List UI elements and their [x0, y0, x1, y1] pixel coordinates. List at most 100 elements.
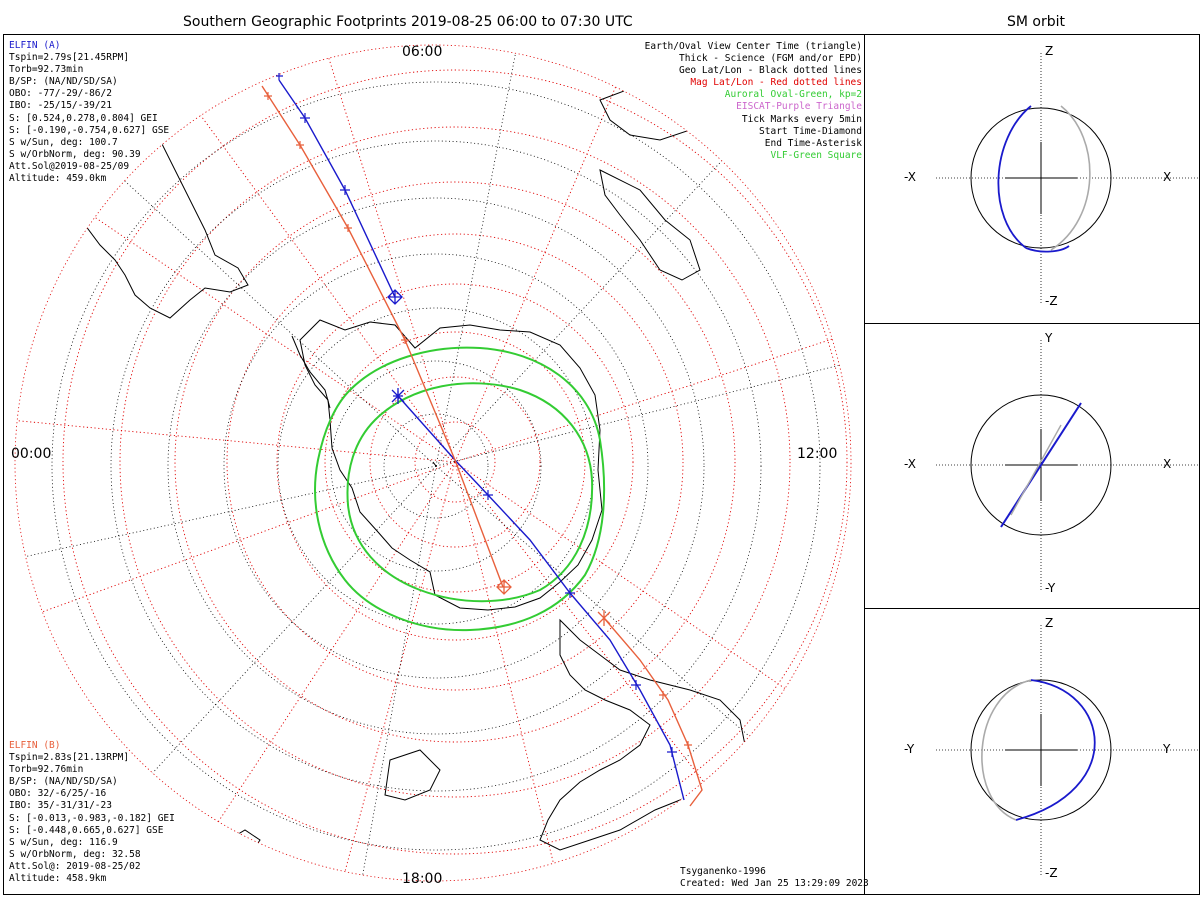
legend-item: End Time-Asterisk [764, 137, 862, 149]
legend-item: Start Time-Diamond [759, 125, 862, 137]
axis-label-v-neg: -Y [1045, 581, 1056, 595]
oval-outer [314, 346, 606, 632]
orbit-title: SM orbit [1007, 14, 1066, 30]
legend-item: Auroral Oval-Green, kp=2 [724, 89, 862, 101]
coast-island [599, 169, 701, 281]
auroral-oval [314, 346, 606, 632]
elfin-a-info: ELFIN (A) Tspin=2.79s[21.45RPM] Torb=92.7… [9, 40, 169, 185]
elfin-b-param-10: Altitude: 458.9km [9, 873, 107, 885]
elfin-a-param-7: S w/Sun, deg: 100.7 [9, 136, 118, 148]
credits: Tsyganenko-1996 Created: Wed Jan 25 13:2… [680, 866, 869, 890]
clock-label-left: 00:00 [11, 446, 52, 462]
axis-label-v-pos: Y [1045, 331, 1053, 345]
elfin-a-param-0: Tspin=2.79s[21.45RPM] [9, 52, 130, 64]
elfin-b-tick [401, 336, 409, 344]
axis-label-h-neg: -Y [904, 742, 915, 756]
orbit-tracks [261, 73, 703, 807]
elfin-b-track-south [603, 617, 703, 807]
axis-label-v-neg: -Z [1045, 294, 1058, 308]
coast-peninsula [291, 335, 331, 409]
axis-label-h-pos: Y [1163, 742, 1171, 756]
axis-label-h-pos: X [1163, 170, 1172, 184]
elfin-a-param-10: Altitude: 459.0km [9, 173, 107, 185]
elfin-a-param-8: S w/OrbNorm, deg: 90.39 [9, 148, 141, 160]
elfin-b-tick [684, 741, 692, 749]
legend: Earth/Oval View Center Time (triangle) Th… [645, 41, 862, 162]
axis-label-v-neg: -Z [1045, 866, 1058, 880]
elfin-a-param-2: B/SP: (NA/ND/SD/SA) [9, 76, 118, 88]
elfin-a-track-north [278, 79, 396, 298]
axis-label-h-pos: X [1163, 457, 1172, 471]
map-boundary [14, 44, 852, 882]
legend-item: Tick Marks every 5min [741, 113, 862, 125]
elfin-a-tick [631, 680, 641, 690]
elfin-a-param-1: Torb=92.73min [9, 64, 84, 76]
elfin-a-start-diamond [387, 289, 403, 305]
legend-item: EISCAT-Purple Triangle [736, 101, 862, 113]
clock-label-bottom: 18:00 [402, 871, 443, 887]
elfin-a-tick [483, 490, 493, 500]
axis-label-h-neg: -X [904, 457, 916, 471]
elfin-a-tick [667, 747, 677, 757]
elfin-a-param-6: S: [-0.190,-0.754,0.627] GSE [9, 124, 170, 136]
elfin-a-name: ELFIN (A) [9, 40, 61, 51]
orbit-a-path [1015, 679, 1096, 821]
axis-label-v-pos: Z [1045, 44, 1054, 58]
elfin-b-param-1: Torb=92.76min [9, 764, 84, 776]
sm-panel-3 [936, 625, 1200, 875]
elfin-b-tick [296, 141, 304, 149]
elfin-a-top-marker [276, 73, 283, 80]
axis-label-v-pos: Z [1045, 616, 1054, 630]
elfin-b-end-asterisk [597, 610, 611, 626]
elfin-a-param-3: OBO: -77/-29/-86/2 [9, 88, 112, 100]
oval-inner [346, 382, 594, 603]
elfin-a-tick [565, 588, 575, 598]
elfin-b-param-8: S w/OrbNorm, deg: 32.58 [9, 848, 141, 860]
pole-marker [432, 461, 437, 467]
geo-grid [15, 45, 851, 881]
elfin-a-tick [300, 113, 310, 123]
orbit-a-path [997, 105, 1032, 249]
elfin-b-param-4: IBO: 35/-31/31/-23 [9, 800, 112, 812]
coast-nz [384, 749, 441, 801]
elfin-b-track-north [261, 85, 504, 588]
legend-item: Mag Lat/Lon - Red dotted lines [690, 77, 862, 89]
model-name: Tsyganenko-1996 [680, 866, 766, 877]
clock-label-right: 12:00 [797, 446, 838, 462]
created-date: Created: Wed Jan 25 13:29:09 2023 [680, 878, 869, 890]
orbit-b-path [1010, 424, 1062, 516]
elfin-b-tick [344, 224, 352, 232]
sm-orbit-panels [936, 53, 1200, 875]
axis-label-h-neg: -X [904, 170, 916, 184]
legend-item: Geo Lat/Lon - Black dotted lines [678, 65, 862, 77]
orbit-b-path [1050, 105, 1091, 251]
elfin-a-params: Tspin=2.79s[21.45RPM] Torb=92.73min B/SP: … [9, 52, 169, 185]
legend-item: Thick - Science (FGM and/or EPD) [678, 53, 862, 65]
elfin-b-param-2: B/SP: (NA/ND/SD/SA) [9, 776, 118, 788]
elfin-a-tick [340, 185, 350, 195]
orbit-a-path-lower [1025, 245, 1070, 253]
elfin-b-param-3: OBO: 32/-6/25/-16 [9, 788, 107, 800]
elfin-b-param-9: Att.Sol@: 2019-08-25/02 [9, 860, 141, 872]
elfin-b-param-5: S: [-0.013,-0.983,-0.182] GEI [9, 812, 175, 824]
coast-antarctica [299, 319, 603, 611]
clock-label-top: 06:00 [402, 44, 443, 60]
legend-item: Earth/Oval View Center Time (triangle) [644, 41, 862, 52]
sm-panel-2 [936, 340, 1200, 590]
elfin-a-param-9: Att.Sol@2019-08-25/09 [9, 160, 130, 172]
orbit-a-path [1000, 402, 1082, 528]
elfin-b-param-0: Tspin=2.83s[21.13RPM] [9, 752, 130, 764]
polar-map [15, 45, 851, 881]
legend-item: VLF-Green Square [770, 149, 862, 161]
sm-panel-1 [936, 53, 1200, 303]
elfin-b-param-6: S: [-0.448,0.665,0.627] GSE [9, 824, 164, 836]
mag-grid [15, 45, 851, 881]
coast-australia [539, 618, 746, 851]
figure-title: Southern Geographic Footprints 2019-08-2… [183, 14, 633, 30]
elfin-b-info: ELFIN (B) Tspin=2.83s[21.13RPM] Torb=92.7… [9, 740, 175, 885]
elfin-a-param-4: IBO: -25/15/-39/21 [9, 100, 112, 112]
elfin-b-tick [659, 691, 667, 699]
elfin-a-param-5: S: [0.524,0.278,0.804] GEI [9, 112, 158, 124]
elfin-a-end-asterisk [391, 388, 405, 404]
